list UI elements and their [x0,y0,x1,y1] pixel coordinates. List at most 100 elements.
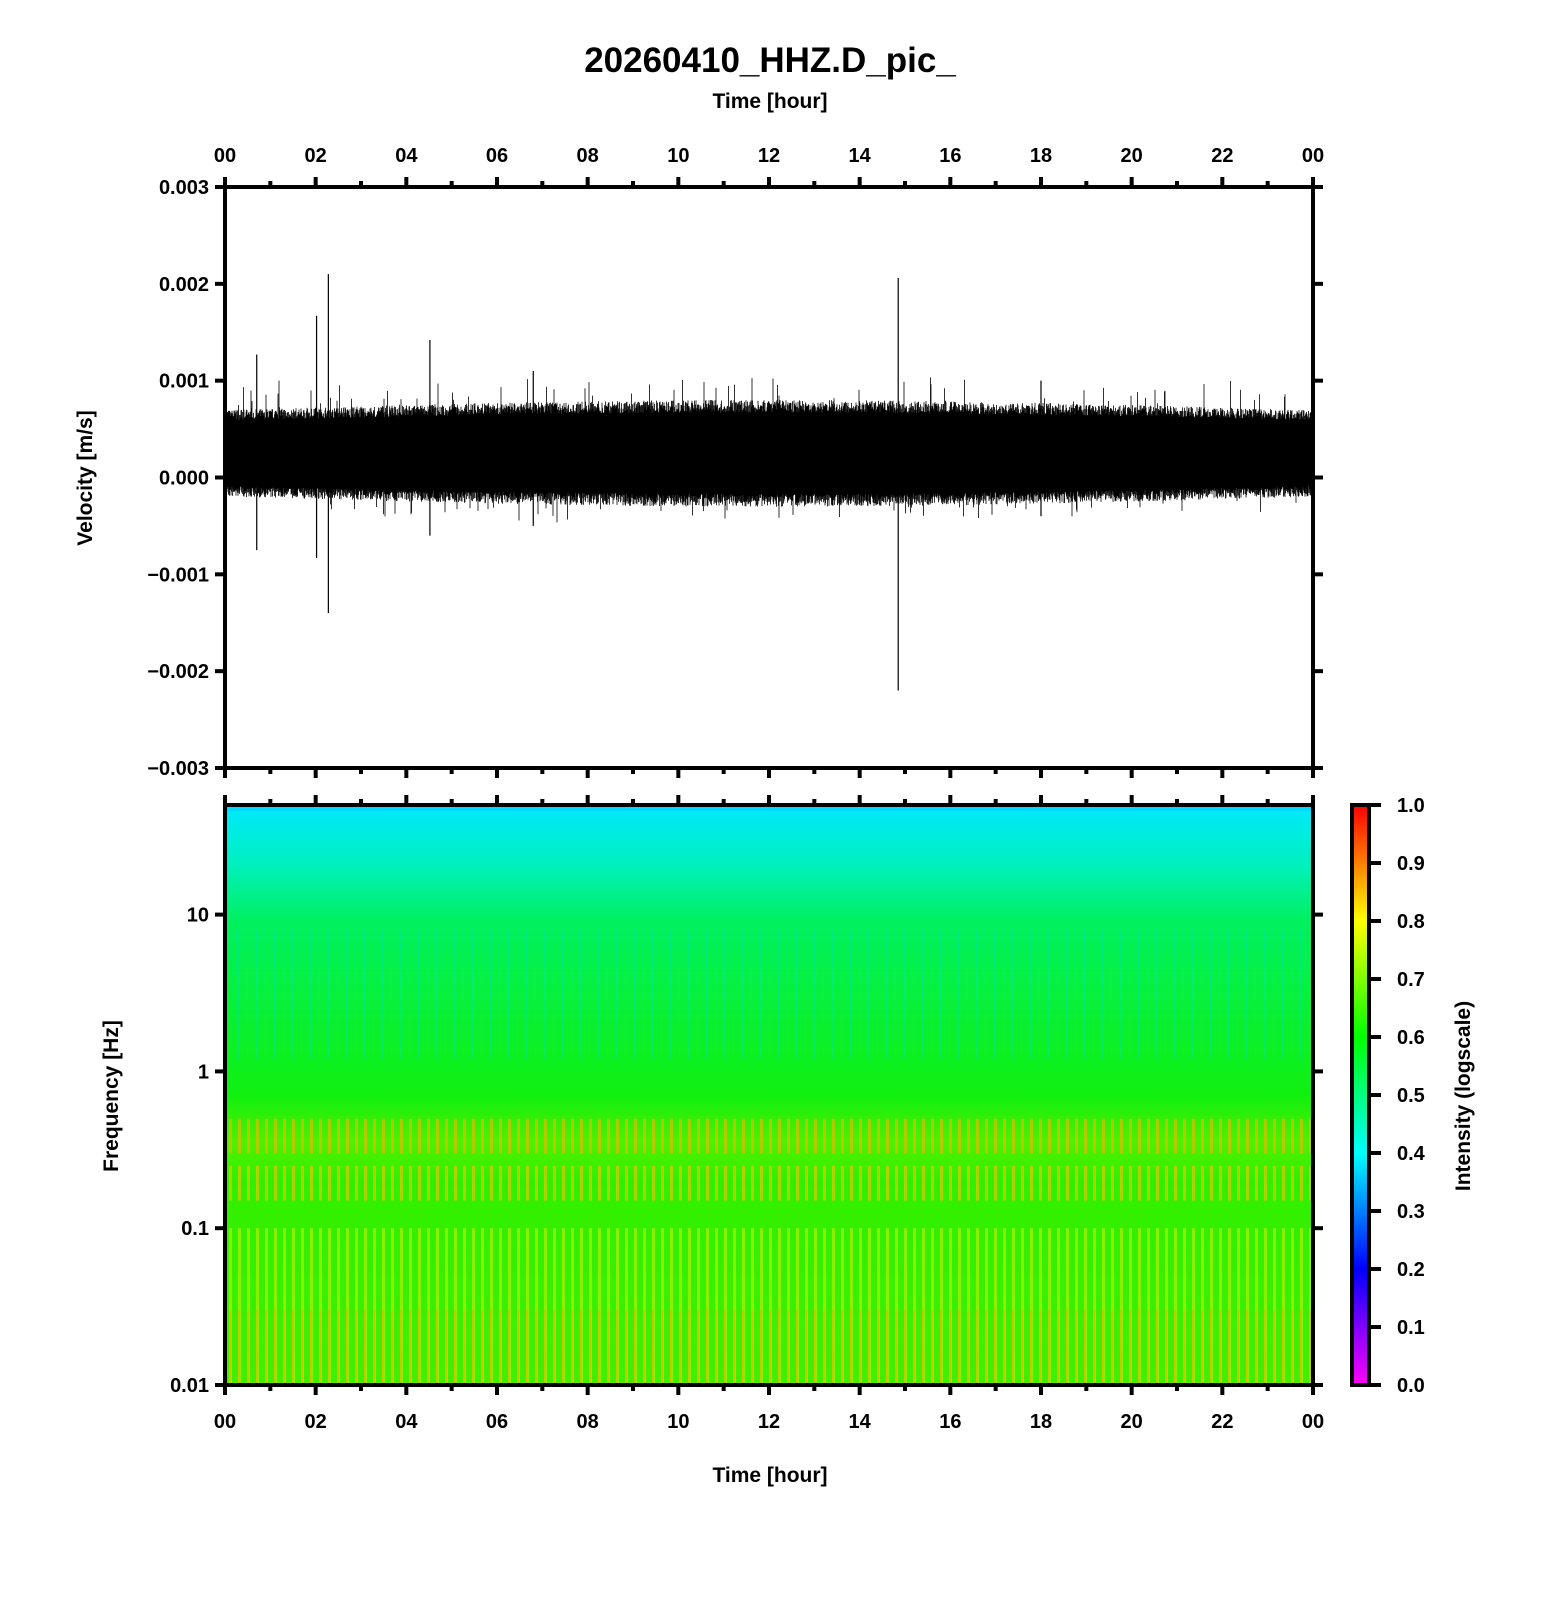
spectrogram-stripe [1066,1228,1069,1385]
spectrogram-stripe [1210,1118,1213,1154]
spectrogram-stripe [292,1118,295,1154]
spectrogram-stripe [499,1165,502,1201]
spectrogram-stripe [1273,1118,1276,1154]
bottom-x-tick-label: 00 [1302,1411,1324,1433]
spectrogram-stripe [1273,1228,1276,1385]
spectrogram-stripe [769,1228,772,1385]
spectrogram-stripe [715,1165,718,1201]
spectrogram-stripe [1021,1310,1023,1385]
spectrogram-stripe [1039,1228,1042,1385]
spectrogram-stripe [1048,1118,1051,1154]
spectrogram-stripe [1156,929,1157,1059]
spectrogram-stripe [805,1118,808,1154]
spectrogram-stripe [904,929,905,1059]
spectrogram-stripe [724,1165,727,1201]
spectrogram-stripe [832,1310,834,1385]
spectrogram-stripe [517,1228,520,1385]
spectrogram-stripe [1282,929,1283,1059]
spectrogram-stripe [1237,1165,1240,1201]
spectrogram-stripe [724,929,725,1059]
spectrogram-stripe [1048,1165,1051,1201]
spectrogram-stripe [328,1165,331,1201]
spectrogram-stripe [1147,1310,1149,1385]
spectrogram-stripe [895,1165,898,1201]
spectrogram-stripe [1165,1228,1168,1385]
spectrogram-stripe [643,929,644,1059]
spectrogram-stripe [301,1310,303,1385]
spectrogram-stripe [841,1165,844,1201]
spectrogram-stripe [1066,1310,1068,1385]
spectrogram-stripe [445,1118,448,1154]
spectrogram-stripe [1120,1165,1123,1201]
spectrogram-stripe [1309,1310,1311,1385]
spectrogram-stripe [229,1228,232,1385]
spectrogram-stripe [787,1118,790,1154]
bottom-x-tick-label: 10 [667,1411,689,1433]
spectrogram-stripe [1021,1228,1024,1385]
spectrogram-stripe [427,1165,430,1201]
spectrogram-stripe [274,1118,277,1154]
spectrogram-stripe [706,1118,709,1154]
spectrogram-stripe [1156,1165,1159,1201]
spectrogram-stripe [724,1118,727,1154]
spectrogram-stripe [472,1310,474,1385]
spectrogram-stripe [976,929,977,1059]
spectrogram-stripe [256,1118,259,1154]
spectrogram-stripe [1237,1310,1239,1385]
spectrogram-stripe [427,1118,430,1154]
spectrogram-stripe [463,1310,465,1385]
spectrogram-stripe [1246,929,1247,1059]
spectrogram-stripe [778,1228,781,1385]
spectrogram-stripe [1084,1310,1086,1385]
spectrogram-stripe [1201,929,1202,1059]
spectrogram-stripe [706,1310,708,1385]
spectrogram-stripe [373,929,374,1059]
waveform-panel [225,274,1313,691]
spectrogram-stripe [571,1165,574,1201]
colorbar-tick-label: 0.7 [1397,969,1425,991]
spectrogram-stripe [526,1228,529,1385]
spectrogram-stripe [985,1228,988,1385]
spectrogram-stripe [553,929,554,1059]
spectrogram-stripe [463,1228,466,1385]
spectrogram-stripe [697,1118,700,1154]
bottom-x-axis-label: Time [hour] [712,1464,827,1487]
spectrogram-stripe [256,1228,259,1385]
spectrogram-stripe [301,1118,304,1154]
spectrogram-stripe [589,1228,592,1385]
spectrogram-stripe [823,1310,825,1385]
colorbar-tick-label: 1.0 [1397,795,1425,817]
spectrogram-stripe [616,1118,619,1154]
spectrogram-stripe [301,929,302,1059]
spectrogram-stripe [985,1310,987,1385]
spectrogram-stripe [400,1228,403,1385]
spectrogram-stripe [490,929,491,1059]
spectrogram-stripe [625,1165,628,1201]
spectrogram-stripe [589,929,590,1059]
spectrogram-stripe [562,1165,565,1201]
spectrogram-stripe [607,1310,609,1385]
spectrogram-stripe [391,1165,394,1201]
spectrogram-stripe [841,929,842,1059]
spectrogram-stripe [580,1165,583,1201]
spectrogram-stripe [688,929,689,1059]
spectrogram-stripe [823,1228,826,1385]
spectrogram-stripe [436,1310,438,1385]
spectrogram-stripe [499,1310,501,1385]
frequency-tick-label: 0.01 [170,1375,209,1397]
spectrogram-stripe [283,1310,285,1385]
spectrogram-stripe [1309,929,1310,1059]
spectrogram-stripe [607,929,608,1059]
spectrogram-stripe [1066,1165,1069,1201]
spectrogram-stripe [373,1310,375,1385]
spectrogram-stripe [814,1165,817,1201]
spectrogram-stripe [445,1165,448,1201]
spectrogram-stripe [1129,1118,1132,1154]
velocity-tick-label: −0.002 [147,661,209,683]
spectrogram-stripe [832,1228,835,1385]
spectrogram-stripe [769,1310,771,1385]
spectrogram-stripe [1075,1310,1077,1385]
spectrogram-stripe [1273,1165,1276,1201]
spectrogram-stripe [1174,1310,1176,1385]
